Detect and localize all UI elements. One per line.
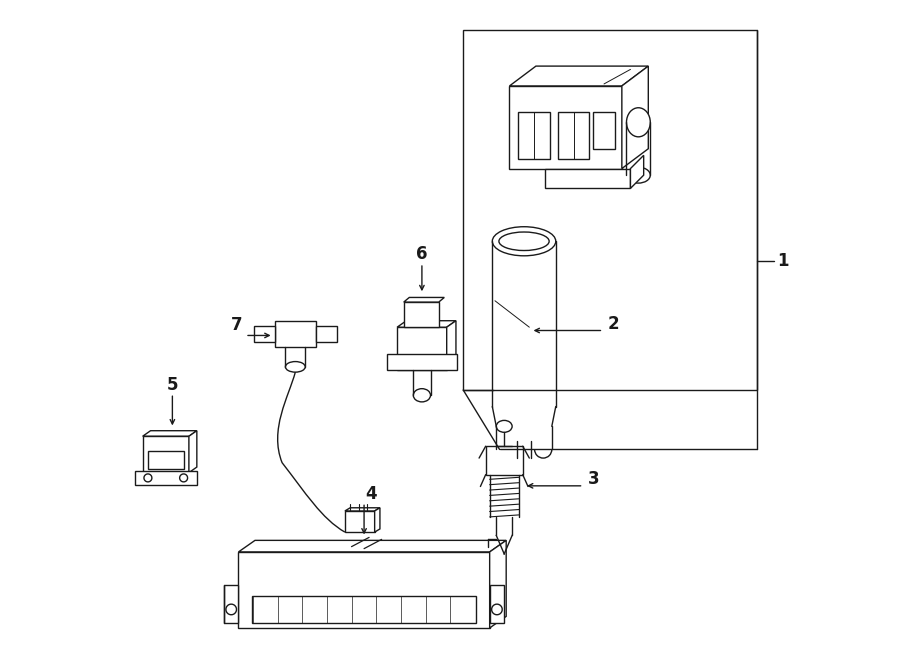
Polygon shape: [224, 585, 238, 623]
Polygon shape: [135, 471, 197, 485]
Polygon shape: [544, 169, 631, 188]
Polygon shape: [631, 155, 644, 188]
Polygon shape: [404, 297, 445, 302]
Polygon shape: [189, 431, 197, 473]
Bar: [464, 30, 758, 390]
Ellipse shape: [285, 362, 305, 372]
Polygon shape: [622, 66, 648, 169]
Polygon shape: [345, 511, 374, 532]
Bar: [558, 112, 590, 159]
Text: 5: 5: [166, 375, 178, 394]
Polygon shape: [486, 446, 523, 475]
Polygon shape: [142, 431, 197, 436]
Text: 6: 6: [416, 245, 428, 264]
Ellipse shape: [413, 389, 430, 402]
Polygon shape: [238, 552, 490, 628]
Text: 3: 3: [588, 470, 599, 488]
Bar: [148, 451, 184, 469]
Polygon shape: [490, 585, 504, 623]
Text: 1: 1: [777, 252, 788, 270]
Polygon shape: [446, 321, 456, 370]
Text: 2: 2: [608, 315, 619, 333]
Ellipse shape: [492, 227, 556, 256]
Ellipse shape: [626, 167, 651, 183]
Polygon shape: [509, 86, 622, 169]
Polygon shape: [274, 321, 316, 347]
Ellipse shape: [626, 108, 651, 137]
Polygon shape: [490, 541, 506, 628]
Text: 4: 4: [364, 485, 376, 503]
Polygon shape: [238, 541, 506, 552]
Bar: [518, 112, 550, 159]
Ellipse shape: [499, 232, 549, 251]
Polygon shape: [397, 327, 446, 370]
Polygon shape: [316, 326, 337, 342]
Polygon shape: [387, 354, 456, 370]
Polygon shape: [254, 326, 274, 342]
Polygon shape: [374, 508, 380, 532]
Polygon shape: [397, 321, 456, 327]
Polygon shape: [404, 302, 439, 327]
Polygon shape: [509, 66, 648, 86]
Text: 7: 7: [230, 316, 242, 334]
Bar: [252, 596, 476, 623]
Polygon shape: [142, 436, 189, 473]
Bar: [593, 112, 615, 149]
Ellipse shape: [496, 420, 512, 432]
Polygon shape: [345, 508, 380, 511]
